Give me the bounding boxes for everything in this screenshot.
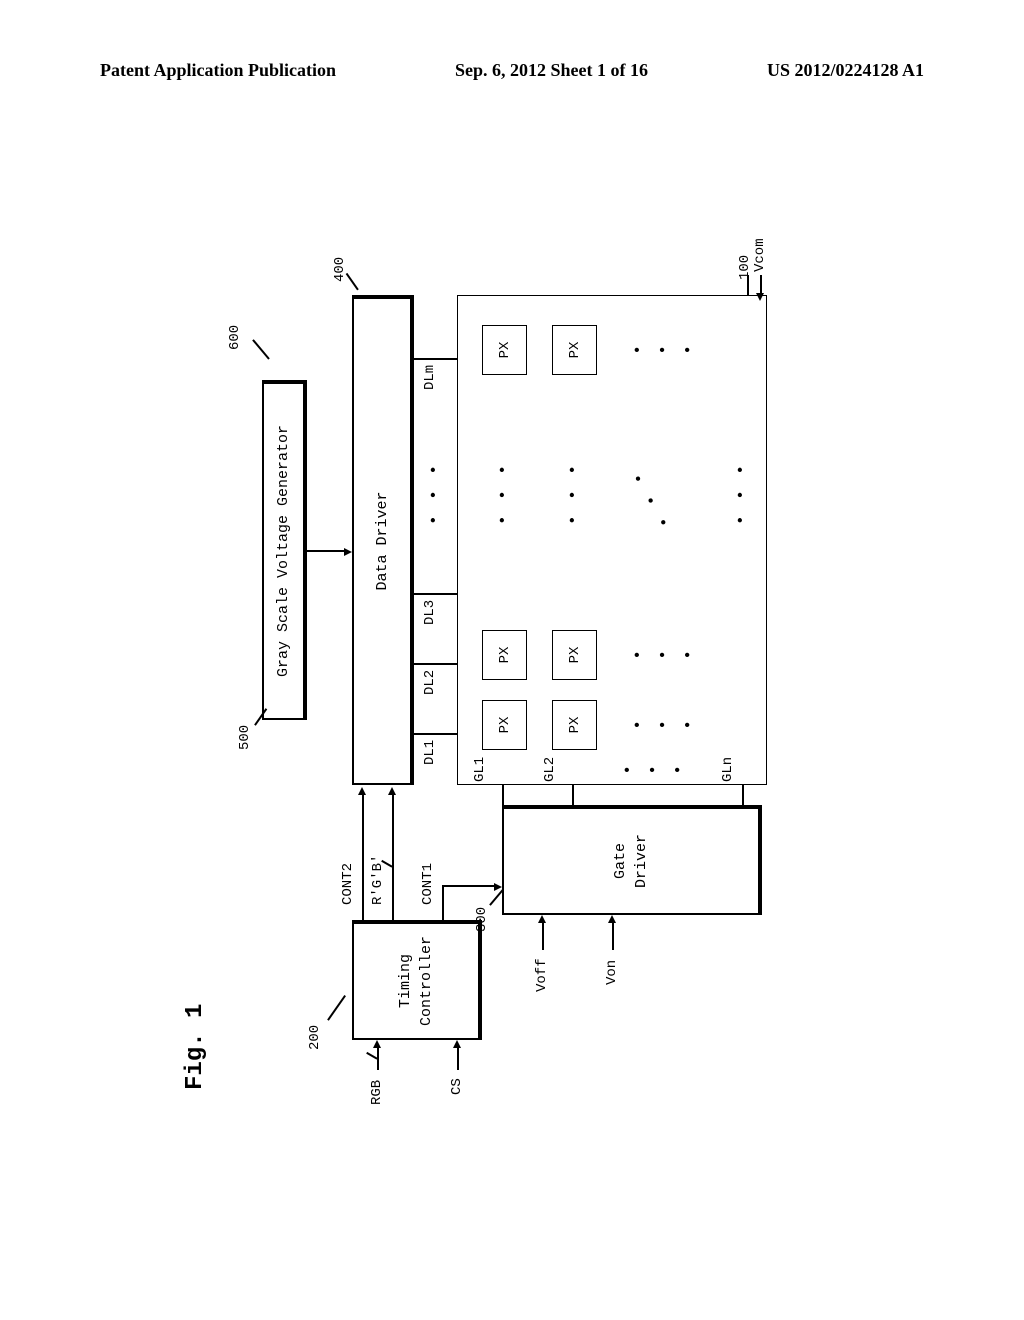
px-dots-rn: • • • (732, 462, 750, 525)
rgb-slash (366, 1052, 377, 1059)
vcom-label: Vcom (752, 238, 768, 272)
page: Patent Application Publication Sep. 6, 2… (0, 0, 1024, 1320)
rgb2-arrow-line (392, 795, 394, 920)
dl1-line (414, 733, 457, 735)
timing-controller-block: Timing Controller (352, 920, 482, 1040)
data-driver-block: Data Driver (352, 295, 414, 785)
px-dots-cm: • • • (632, 342, 695, 360)
ref-200: 200 (307, 1025, 323, 1050)
dl3-line (414, 593, 457, 595)
gln-label: GLn (720, 757, 736, 782)
von-line (612, 922, 614, 950)
dl2-line (414, 663, 457, 665)
px-box: PX (482, 325, 527, 375)
gl1-label: GL1 (472, 757, 488, 782)
gl1-line (502, 785, 504, 805)
block-diagram: Timing Controller 200 RGB CS CONT2 R'G'B… (242, 250, 782, 1070)
gl-dots: • • • (622, 762, 685, 780)
voff-line (542, 922, 544, 950)
ref-600: 600 (227, 325, 243, 350)
gray-to-data-line (307, 550, 345, 552)
dl3-label: DL3 (422, 600, 438, 625)
ref-400: 400 (332, 257, 348, 282)
rgb-arrow-line (377, 1048, 379, 1070)
cont1-label: CONT1 (420, 863, 436, 905)
px-box: PX (552, 630, 597, 680)
figure-label: Fig. 1 (182, 1004, 209, 1090)
dl2-label: DL2 (422, 670, 438, 695)
gray-to-data-arrow (344, 548, 352, 556)
voff-label: Voff (534, 958, 550, 992)
von-label: Von (604, 960, 620, 985)
px-box: PX (552, 700, 597, 750)
cs-arrow-line (457, 1048, 459, 1070)
lead-line-100 (747, 275, 749, 295)
vcom-line (760, 275, 762, 295)
px-box: PX (552, 325, 597, 375)
dlm-line (414, 358, 457, 360)
px-dots-r1: • • • (494, 462, 512, 525)
voff-arrow (538, 915, 546, 923)
gln-line (742, 785, 744, 805)
px-dots-c2: • • • (632, 647, 695, 665)
rgb2-arrow-head (388, 787, 396, 795)
gl2-label: GL2 (542, 757, 558, 782)
cont2-arrow-line (362, 795, 364, 920)
page-header: Patent Application Publication Sep. 6, 2… (0, 60, 1024, 81)
ref-100: 100 (737, 255, 753, 280)
cont1-h-line (442, 885, 444, 920)
px-box: PX (482, 700, 527, 750)
cs-arrow-head (453, 1040, 461, 1048)
px-box: PX (482, 630, 527, 680)
rgb-label: RGB (369, 1080, 385, 1105)
px-dots-c1: • • • (632, 717, 695, 735)
figure-container: Fig. 1 Timing Controller 200 RGB CS CONT… (242, 250, 782, 1070)
lead-line-600 (252, 340, 269, 360)
rgb-arrow-head (373, 1040, 381, 1048)
gl2-line (572, 785, 574, 805)
header-mid: Sep. 6, 2012 Sheet 1 of 16 (455, 60, 648, 81)
px-dots-r2: • • • (564, 462, 582, 525)
cont2-arrow-head (358, 787, 366, 795)
von-arrow (608, 915, 616, 923)
lead-line-200 (327, 995, 345, 1020)
ref-300: 300 (474, 907, 490, 932)
gate-driver-block: Gate Driver (502, 805, 762, 915)
cont2-label: CONT2 (340, 863, 356, 905)
vcom-arrow (756, 293, 764, 301)
dlm-label: DLm (422, 365, 438, 390)
cs-label: CS (449, 1078, 465, 1095)
ref-500: 500 (237, 725, 253, 750)
dl-dots: • • • (425, 462, 443, 525)
gray-scale-block: Gray Scale Voltage Generator (262, 380, 307, 720)
cont1-v-line (442, 885, 494, 887)
header-left: Patent Application Publication (100, 60, 336, 81)
header-right: US 2012/0224128 A1 (767, 60, 924, 81)
dl1-label: DL1 (422, 740, 438, 765)
